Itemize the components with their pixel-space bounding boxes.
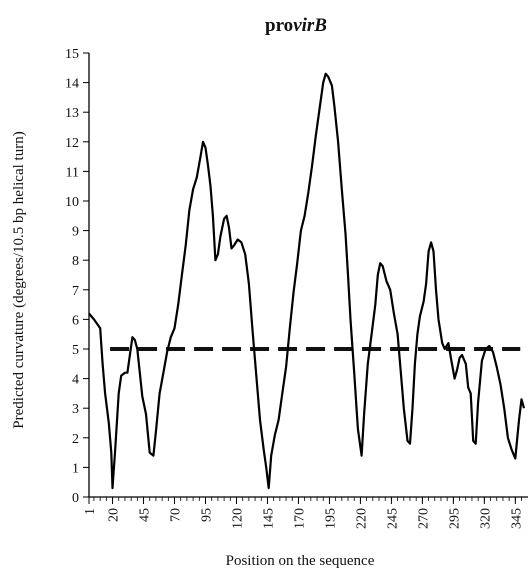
- x-tick-label: 95: [199, 508, 214, 522]
- y-tick-label: 11: [66, 165, 79, 180]
- y-tick-label: 7: [72, 284, 79, 299]
- x-tick-label: 345: [509, 508, 524, 529]
- y-tick-label: 14: [65, 77, 79, 92]
- x-tick-label: 320: [478, 508, 493, 529]
- y-tick-label: 8: [72, 254, 79, 269]
- x-tick-label: 20: [107, 508, 122, 522]
- y-tick-label: 1: [72, 461, 79, 476]
- y-tick-label: 15: [65, 47, 79, 62]
- x-axis-title: Position on the sequence: [226, 553, 375, 569]
- x-tick-label: 45: [138, 508, 153, 522]
- x-tick-label: 1: [83, 508, 98, 515]
- x-tick-label: 295: [447, 508, 462, 529]
- y-tick-label: 9: [72, 225, 79, 240]
- series-line-curvature: [88, 72, 526, 490]
- y-tick-label: 5: [72, 343, 79, 358]
- x-tick-label: 245: [385, 508, 400, 529]
- y-tick-label: 6: [72, 313, 79, 328]
- chart-title: provirB: [265, 15, 327, 36]
- y-tick-label: 12: [65, 136, 79, 151]
- y-tick-label: 10: [65, 195, 79, 210]
- y-tick-label: 2: [72, 432, 79, 447]
- x-tick-label: 170: [292, 508, 307, 529]
- x-tick-label: 120: [230, 508, 245, 529]
- x-tick-label: 195: [323, 508, 338, 529]
- y-axis-title: Predicted curvature (degrees/10.5 bp hel…: [11, 131, 27, 428]
- y-tick-label: 0: [72, 491, 79, 506]
- x-tick-label: 270: [416, 508, 431, 529]
- x-tick-label: 220: [354, 508, 369, 529]
- y-tick-label: 13: [65, 106, 79, 121]
- y-tick-label: 3: [72, 402, 79, 417]
- x-tick-label: 145: [261, 508, 276, 529]
- x-axis-ticks: 1 20 45 70 95 120 145 170 195 220 245 270 295 320 345: [83, 497, 524, 529]
- x-tick-label: 70: [169, 508, 184, 522]
- y-tick-label: 4: [72, 373, 79, 388]
